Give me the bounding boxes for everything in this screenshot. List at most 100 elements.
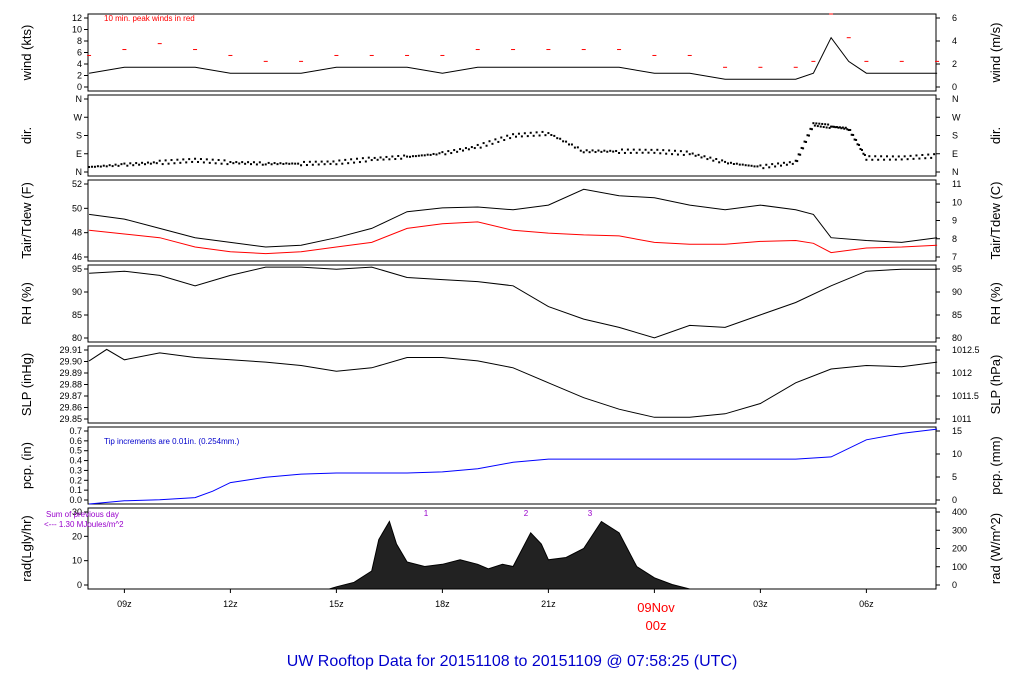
dir-point xyxy=(721,159,724,162)
dir-point xyxy=(780,164,783,167)
dir-point xyxy=(276,163,279,166)
dir-point xyxy=(141,161,144,164)
ylabel-right-wind: wind (m/s) xyxy=(988,23,1003,84)
right-tick-label: 100 xyxy=(952,562,967,572)
dir-point xyxy=(102,164,105,167)
dir-point xyxy=(247,161,250,164)
ylabel-left-pcp: pcp. (in) xyxy=(19,442,34,489)
dir-point xyxy=(523,132,526,135)
dir-point xyxy=(915,154,918,157)
dir-point xyxy=(906,158,909,161)
dir-point xyxy=(123,162,126,165)
dir-point xyxy=(411,155,414,158)
ylabel-left-wind: wind (kts) xyxy=(19,25,34,82)
panel-frame xyxy=(87,179,937,262)
dir-point xyxy=(800,146,803,149)
dir-point xyxy=(403,154,406,157)
dir-point xyxy=(912,157,915,160)
dir-point xyxy=(835,126,838,129)
dir-point xyxy=(370,159,373,162)
dir-point xyxy=(258,161,261,164)
left-tick-label: 10 xyxy=(72,25,82,35)
dir-point xyxy=(924,157,927,160)
right-tick-label: 200 xyxy=(952,544,967,554)
dir-point xyxy=(344,158,347,161)
left-tick-label: 80 xyxy=(72,333,82,343)
dir-point xyxy=(635,151,638,154)
dir-point xyxy=(409,155,412,158)
dir-point xyxy=(205,158,208,161)
left-tick-label: 8 xyxy=(77,36,82,46)
left-tick-label: 46 xyxy=(72,252,82,262)
dir-point xyxy=(520,135,523,138)
dir-point xyxy=(529,131,532,134)
dir-point xyxy=(650,148,653,151)
right-tick-label: 95 xyxy=(952,264,962,274)
dir-point xyxy=(453,149,456,152)
dir-point xyxy=(886,155,889,158)
dir-point xyxy=(682,153,685,156)
dir-point xyxy=(202,161,205,164)
dir-point xyxy=(785,163,788,166)
dir-point xyxy=(782,161,785,164)
dir-point xyxy=(111,165,114,168)
dir-point xyxy=(777,162,780,165)
series-rad xyxy=(329,520,690,590)
left-tick-label: 0.5 xyxy=(69,446,82,456)
dir-point xyxy=(797,153,800,156)
dir-point xyxy=(114,163,117,166)
x-tick-label: 15z xyxy=(329,599,344,609)
dir-point xyxy=(623,151,626,154)
left-tick-label: 52 xyxy=(72,179,82,189)
left-tick-label: N xyxy=(76,94,83,104)
panel-rh: 80 85 90 95 80 85 90 95 RH (%) RH (%) xyxy=(19,264,1003,343)
ylabel-left-rad: rad(Lgly/hr) xyxy=(19,515,34,581)
series-rh-0 xyxy=(89,266,938,339)
dir-point xyxy=(768,166,771,169)
dir-point xyxy=(833,125,836,128)
dir-point xyxy=(570,143,573,146)
dir-point xyxy=(376,158,379,161)
dir-point xyxy=(668,149,671,152)
dir-point xyxy=(852,133,855,136)
dir-point xyxy=(294,162,297,165)
dir-point xyxy=(470,146,473,149)
dir-point xyxy=(697,153,700,156)
dir-point xyxy=(173,162,176,165)
dir-point xyxy=(420,154,423,157)
dir-point xyxy=(241,161,244,164)
dir-point xyxy=(600,150,603,153)
dir-point xyxy=(211,158,214,161)
rad-sum-note-1: Sum of previous day xyxy=(46,510,119,519)
dir-point xyxy=(918,157,921,160)
left-tick-label: 0 xyxy=(77,580,82,590)
dir-point xyxy=(863,153,866,156)
dir-point xyxy=(810,128,813,131)
dir-point xyxy=(825,126,828,129)
dir-point xyxy=(117,164,120,167)
ylabel-right-pcp: pcp. (mm) xyxy=(988,436,1003,495)
dir-point xyxy=(671,153,674,156)
dir-point xyxy=(632,148,635,151)
dir-point xyxy=(796,160,799,163)
dir-point xyxy=(464,147,467,150)
x-tick-label: 09z xyxy=(117,599,132,609)
dir-point xyxy=(674,149,677,152)
left-tick-label: 29.88 xyxy=(59,380,82,390)
dir-point xyxy=(840,127,843,130)
dir-point xyxy=(894,158,897,161)
dir-point xyxy=(400,157,403,160)
dir-point xyxy=(503,139,506,142)
left-tick-label: W xyxy=(74,112,83,122)
dir-point xyxy=(553,134,556,137)
panel-temp: 46 48 50 52 7 8 9 10 11 Tair/Tdew (F) Tair/Tdew (C… xyxy=(19,179,1003,262)
dir-point xyxy=(718,161,721,164)
dir-point xyxy=(647,151,650,154)
dir-point xyxy=(638,148,641,151)
dir-point xyxy=(644,148,647,151)
rad-mark-3: 3 xyxy=(588,509,593,518)
dir-point xyxy=(724,160,727,163)
ylabel-left-rh: RH (%) xyxy=(19,282,34,325)
dir-point xyxy=(805,140,808,143)
